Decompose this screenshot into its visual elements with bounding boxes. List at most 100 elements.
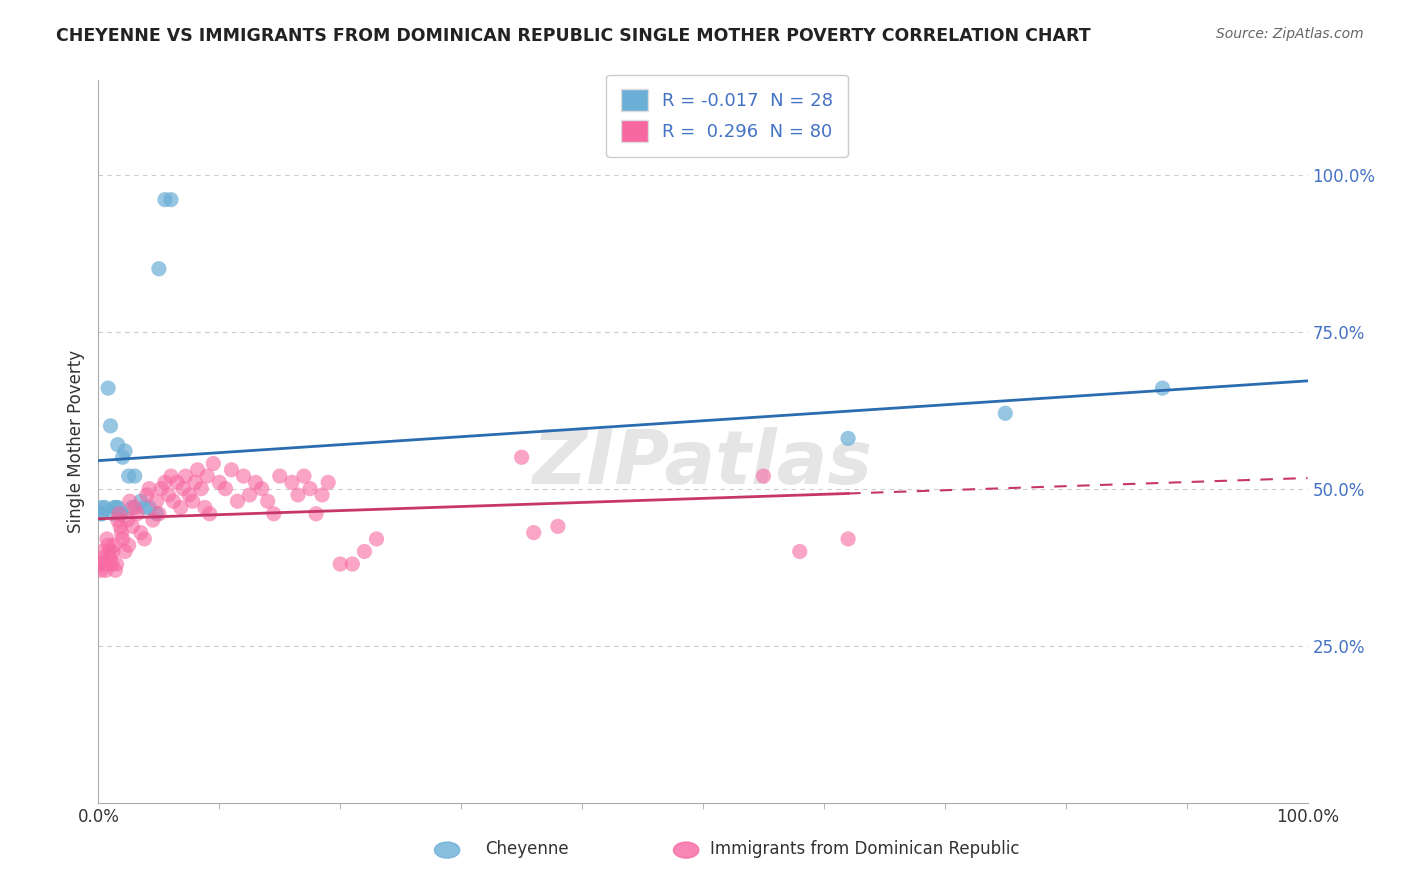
Text: ZIPatlas: ZIPatlas (533, 426, 873, 500)
Point (111, 450, 134, 465)
Point (107, 438, 129, 452)
Point (100, 557, 122, 571)
Point (107, 513, 129, 527)
Point (145, 507, 167, 521)
Point (100, 418, 122, 433)
Point (195, 469, 218, 483)
Circle shape (434, 842, 460, 858)
Point (752, 469, 775, 483)
Circle shape (673, 842, 699, 858)
Point (148, 261, 170, 276)
Point (96, 532, 118, 546)
Point (162, 494, 184, 508)
Point (90, 507, 112, 521)
Point (194, 500, 217, 515)
Point (91, 500, 114, 515)
Point (269, 469, 291, 483)
Point (150, 482, 173, 496)
Point (114, 544, 136, 558)
Point (121, 500, 143, 515)
Point (118, 494, 141, 508)
Point (232, 469, 254, 483)
Point (104, 563, 127, 577)
Point (101, 544, 124, 558)
Point (256, 494, 278, 508)
Point (208, 475, 231, 490)
Point (187, 463, 209, 477)
Point (93, 557, 115, 571)
Point (108, 519, 131, 533)
Point (127, 507, 149, 521)
Point (353, 544, 375, 558)
Point (101, 507, 124, 521)
Point (789, 544, 811, 558)
Point (174, 469, 197, 483)
Point (90, 563, 112, 577)
Point (221, 463, 243, 477)
Point (89, 557, 111, 571)
Point (124, 469, 146, 483)
Point (166, 475, 188, 490)
Point (316, 475, 339, 490)
Point (145, 494, 167, 508)
Point (121, 519, 143, 533)
Point (103, 538, 125, 552)
Point (93, 500, 115, 515)
Point (91, 507, 114, 521)
Point (523, 525, 546, 540)
Point (299, 482, 322, 496)
Point (110, 525, 132, 540)
Point (226, 494, 249, 508)
Point (118, 469, 141, 483)
Point (292, 469, 315, 483)
Point (157, 488, 180, 502)
Point (547, 519, 569, 533)
Text: CHEYENNE VS IMMIGRANTS FROM DOMINICAN REPUBLIC SINGLE MOTHER POVERTY CORRELATION: CHEYENNE VS IMMIGRANTS FROM DOMINICAN RE… (56, 27, 1091, 45)
Point (994, 406, 1017, 420)
Point (105, 557, 128, 571)
Point (135, 488, 157, 502)
Point (245, 475, 267, 490)
Point (329, 557, 352, 571)
Point (118, 538, 141, 552)
Point (250, 482, 273, 496)
Point (287, 488, 309, 502)
Point (239, 488, 262, 502)
Point (97, 381, 120, 395)
Text: Immigrants from Dominican Republic: Immigrants from Dominican Republic (710, 840, 1019, 858)
Point (160, 469, 183, 483)
Point (142, 513, 165, 527)
Point (153, 193, 176, 207)
Point (129, 525, 152, 540)
Point (160, 193, 183, 207)
Text: Cheyenne: Cheyenne (485, 840, 569, 858)
Point (179, 488, 201, 502)
Point (107, 500, 129, 515)
Point (108, 507, 131, 521)
Point (124, 500, 146, 515)
Point (114, 444, 136, 458)
Point (510, 450, 533, 465)
Point (134, 500, 156, 515)
Point (148, 507, 170, 521)
Legend: R = -0.017  N = 28, R =  0.296  N = 80: R = -0.017 N = 28, R = 0.296 N = 80 (606, 75, 848, 157)
Point (198, 507, 221, 521)
Point (181, 494, 204, 508)
Point (281, 475, 304, 490)
Point (94, 563, 117, 577)
Text: Source: ZipAtlas.com: Source: ZipAtlas.com (1216, 27, 1364, 41)
Point (366, 532, 388, 546)
Point (111, 532, 134, 546)
Point (97, 538, 120, 552)
Point (342, 557, 364, 571)
Point (117, 513, 139, 527)
Point (129, 494, 152, 508)
Point (305, 507, 328, 521)
Point (190, 482, 212, 496)
Point (263, 507, 285, 521)
Point (153, 475, 176, 490)
Point (103, 500, 125, 515)
Point (184, 475, 207, 490)
Y-axis label: Single Mother Poverty: Single Mother Poverty (66, 350, 84, 533)
Point (138, 500, 160, 515)
